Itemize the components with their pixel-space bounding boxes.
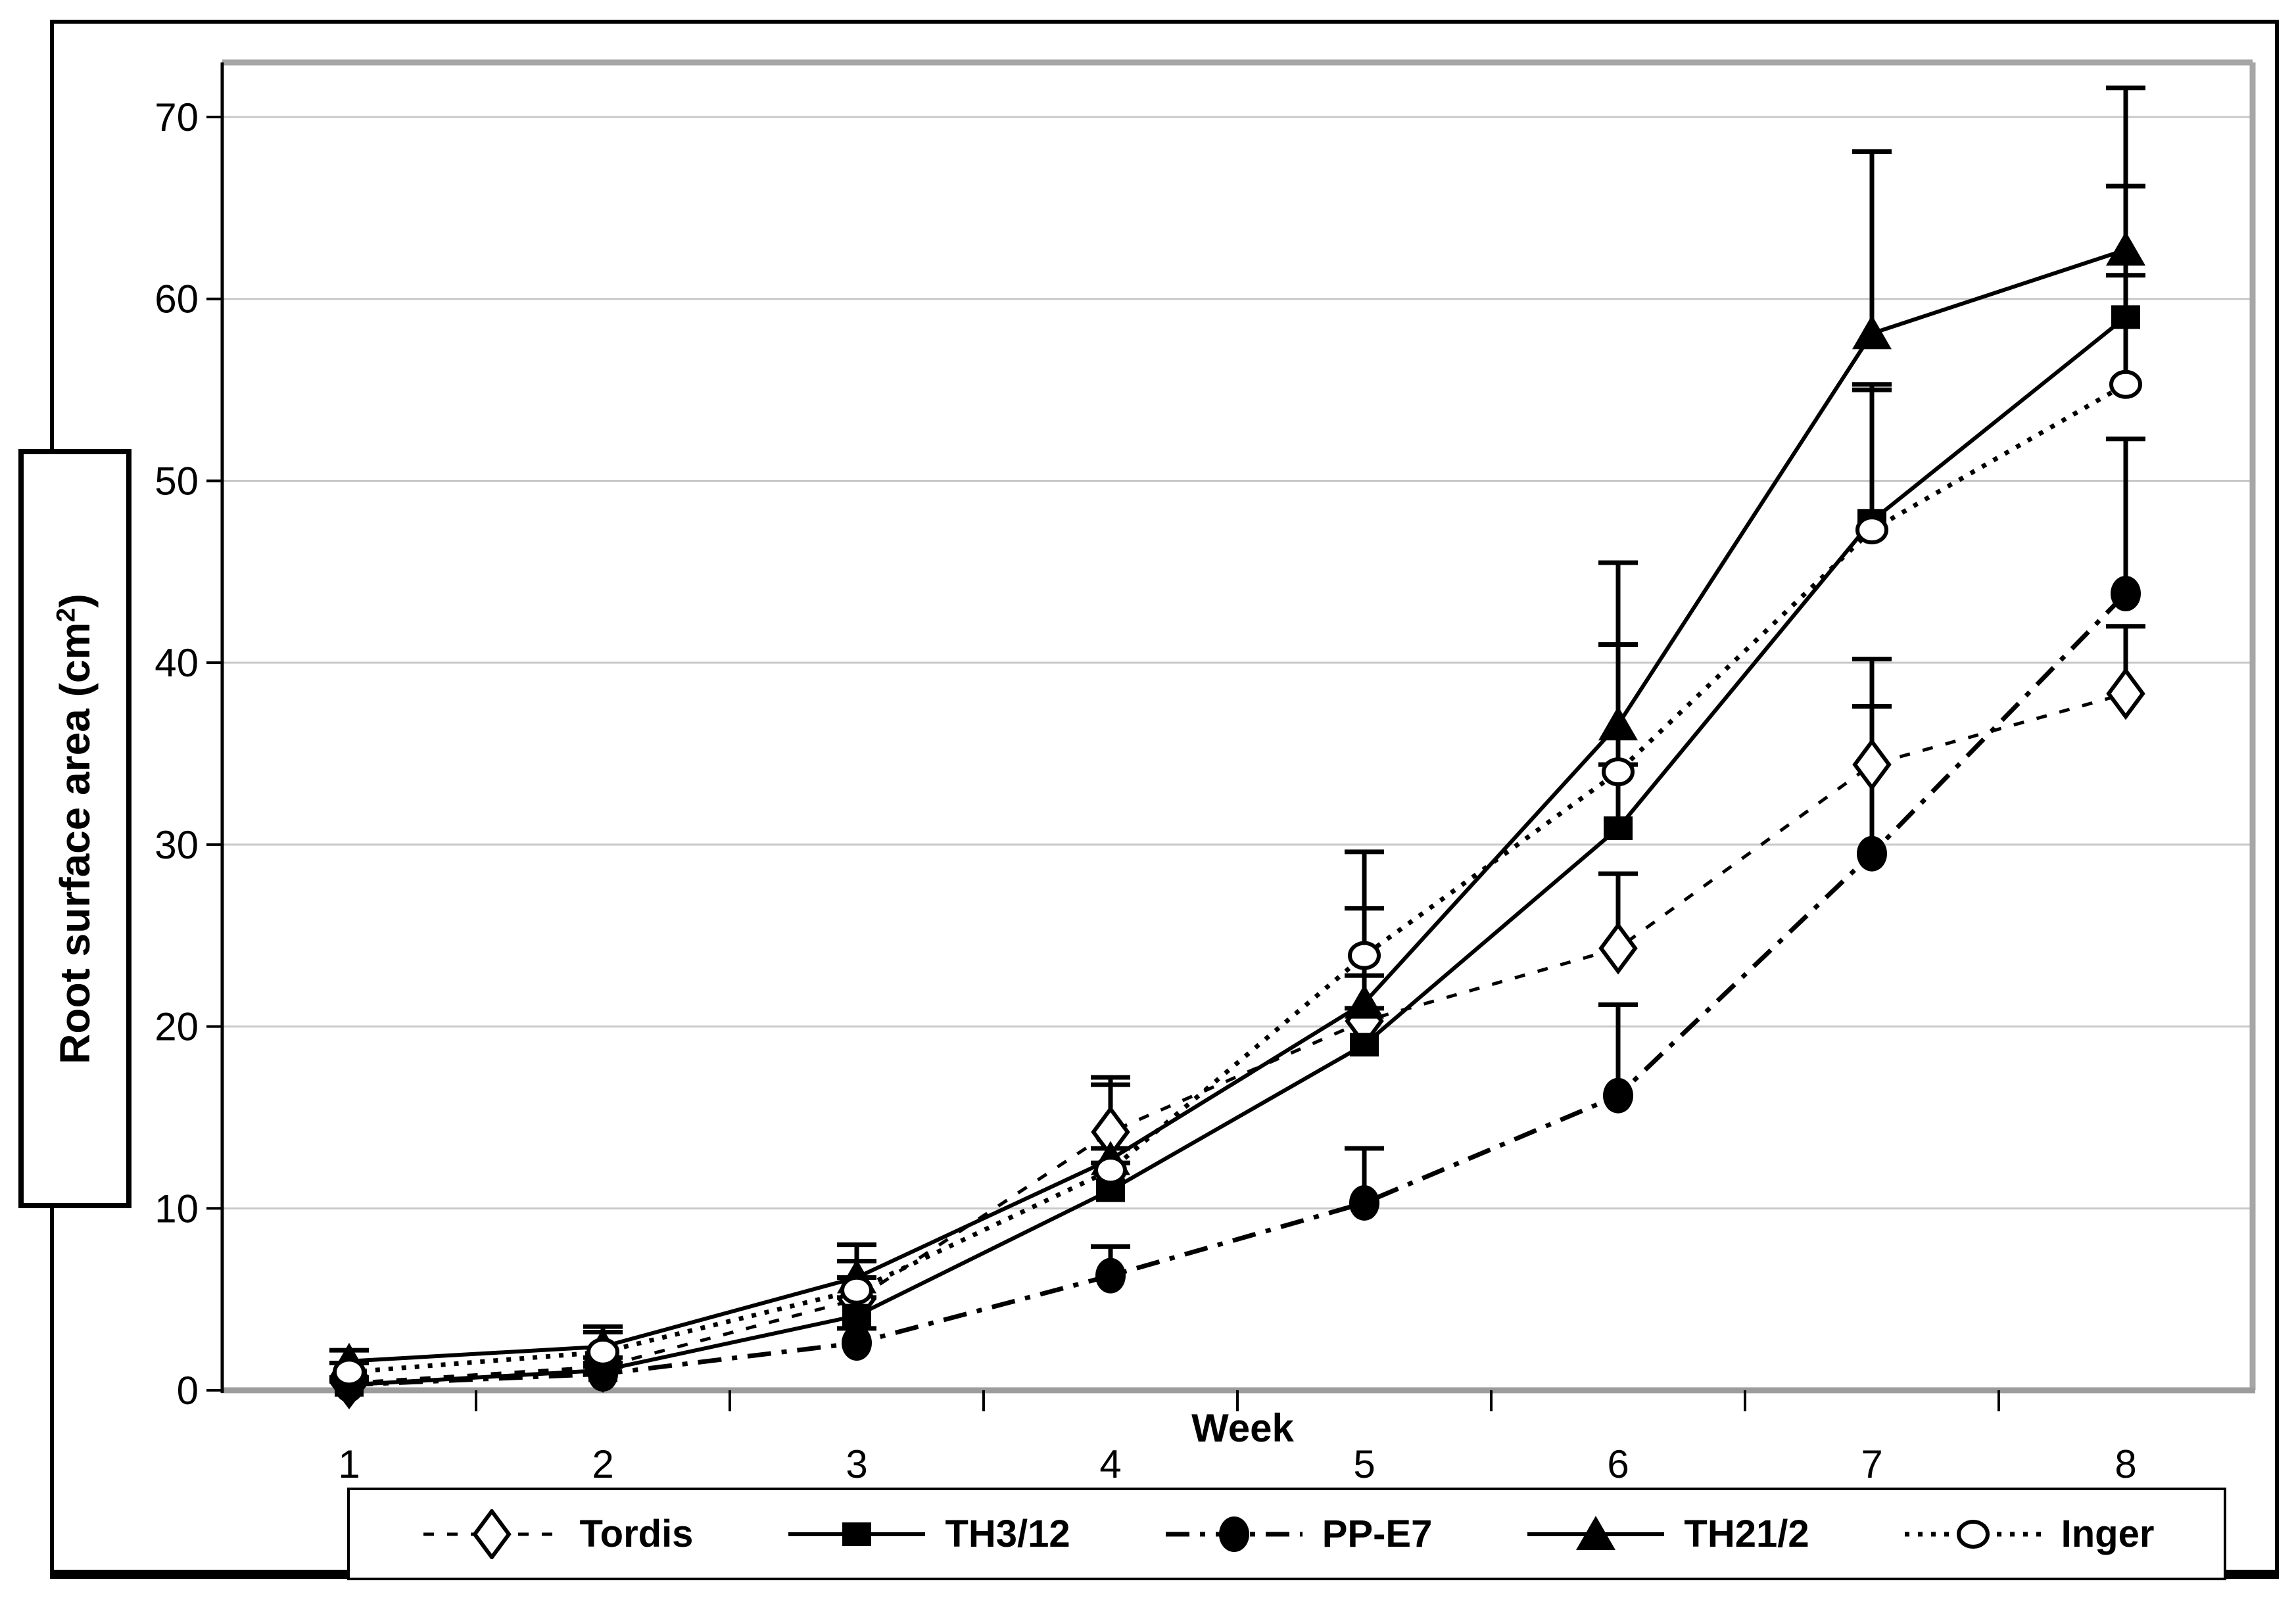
legend-item-th21-2: TH21/2: [1523, 1509, 1809, 1559]
legend-sample-filled-triangle: [1527, 1515, 1665, 1550]
x-tick-label-7: 7: [1861, 1442, 1882, 1486]
x-axis-title: Week: [1191, 1406, 1294, 1450]
legend-item-pp-e7: PP-E7: [1162, 1509, 1433, 1559]
marker-Tordis-week-8: [2106, 667, 2145, 720]
marker-TH21/2-week-7: [1852, 315, 1892, 350]
marker-TH3/12-week-3: [842, 1304, 871, 1328]
legend-label: TH3/12: [945, 1513, 1070, 1555]
x-tick-label-6: 6: [1607, 1442, 1629, 1486]
marker-TH3/12-week-6: [1604, 816, 1633, 840]
legend-sample-open-circle: [1904, 1519, 2042, 1549]
series-lines: [348, 248, 2128, 1388]
legend-marker-open-diamond: [471, 1509, 512, 1559]
marker-Inger-week-1: [333, 1357, 366, 1387]
series-line-Inger: [348, 382, 2127, 1375]
legend-marker-filled-circle: [1218, 1516, 1249, 1552]
marker-Tordis-week-6: [1598, 922, 1638, 975]
legend-marker-open-circle: [1956, 1519, 1990, 1549]
y-tick-label-20: 20: [155, 1005, 199, 1049]
marker-PP-E7-week-5: [1349, 1185, 1379, 1221]
legend-label: PP-E7: [1322, 1513, 1433, 1555]
legend-sample-open-diamond: [423, 1509, 560, 1559]
legend-label: TH21/2: [1684, 1513, 1809, 1555]
legend-label: Inger: [2061, 1513, 2155, 1555]
x-tick-label-1: 1: [338, 1442, 360, 1486]
legend-item-th3-12: TH3/12: [784, 1509, 1070, 1559]
marker-TH3/12-week-5: [1350, 1033, 1379, 1057]
legend-marker-filled-square: [842, 1522, 872, 1546]
y-tick-label-40: 40: [155, 641, 199, 685]
marker-TH21/2-week-5: [1345, 984, 1384, 1019]
marker-PP-E7-week-6: [1603, 1077, 1633, 1114]
marker-Inger-week-6: [1602, 757, 1635, 787]
marker-Inger-week-3: [840, 1275, 873, 1305]
x-tick-label-2: 2: [592, 1442, 613, 1486]
y-tick-label-0: 0: [177, 1369, 199, 1413]
marker-Inger-week-2: [586, 1337, 619, 1367]
y-axis-title-text: Root surface area (cm: [51, 622, 99, 1064]
legend: Tordis TH3/12 PP-E7 TH21/2 Inger: [347, 1488, 2226, 1580]
marker-PP-E7-week-7: [1857, 835, 1887, 872]
marker-Inger-week-7: [1855, 515, 1888, 545]
legend-sample-filled-square: [788, 1522, 926, 1546]
y-tick-label-70: 70: [155, 95, 199, 139]
y-tick-label-30: 30: [155, 823, 199, 867]
legend-sample-filled-circle: [1165, 1516, 1303, 1552]
tick-labels: 0 10 20 30 40 50 60 70 1 2 3 4 5 6 7 8: [155, 95, 2136, 1486]
y-axis-title-superscript: 2: [51, 607, 81, 623]
y-tick-label-50: 50: [155, 459, 199, 503]
x-tick-label-5: 5: [1353, 1442, 1375, 1486]
y-tick-label-10: 10: [155, 1187, 199, 1231]
y-axis-title: Root surface area (cm2): [51, 594, 99, 1064]
series-line-Tordis: [348, 692, 2126, 1385]
legend-item-tordis: Tordis: [419, 1509, 694, 1559]
marker-Inger-week-4: [1094, 1156, 1127, 1185]
y-axis-title-box: Root surface area (cm2): [18, 449, 132, 1208]
error-bars: [329, 85, 2145, 1385]
legend-marker-filled-triangle: [1576, 1515, 1616, 1550]
marker-TH21/2-week-8: [2106, 231, 2145, 266]
marker-PP-E7-week-2: [588, 1356, 618, 1392]
marker-PP-E7-week-8: [2111, 576, 2141, 611]
marker-TH21/2-week-6: [1598, 706, 1638, 741]
axes: [206, 59, 2256, 1411]
marker-Inger-week-8: [2109, 369, 2142, 399]
series-line-TH21/2: [348, 248, 2126, 1363]
gridlines: [224, 116, 2251, 1210]
series-markers: [329, 231, 2145, 1409]
legend-item-inger: Inger: [1901, 1509, 2155, 1559]
marker-PP-E7-week-4: [1095, 1257, 1126, 1294]
series-line-PP-E7: [348, 592, 2128, 1388]
y-tick-label-60: 60: [155, 277, 199, 321]
marker-Tordis-week-7: [1852, 738, 1892, 791]
series-line-TH3/12: [348, 316, 2127, 1387]
legend-label: Tordis: [579, 1513, 694, 1555]
x-tick-label-3: 3: [846, 1442, 867, 1486]
x-tick-label-8: 8: [2115, 1442, 2136, 1486]
y-axis-title-suffix: ): [51, 593, 99, 607]
marker-PP-E7-week-3: [842, 1325, 872, 1361]
marker-TH3/12-week-8: [2111, 305, 2140, 329]
x-tick-label-4: 4: [1099, 1442, 1121, 1486]
marker-Inger-week-5: [1348, 941, 1381, 970]
